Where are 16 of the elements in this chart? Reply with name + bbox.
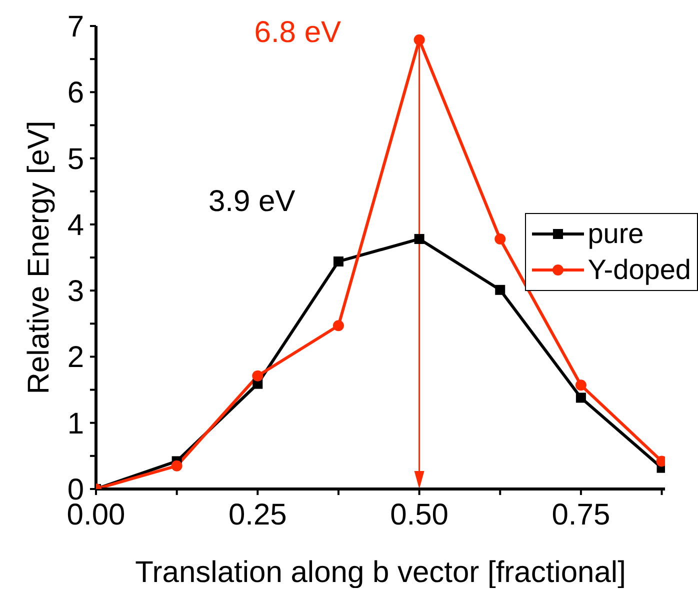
x-tick-label: 0.75	[552, 498, 610, 532]
legend-label: Y-doped	[588, 253, 691, 287]
annotation: 6.8 eV	[254, 16, 342, 50]
y-tick-label: 1	[67, 407, 84, 440]
y-tick-label: 6	[67, 76, 84, 110]
legend-label: pure	[588, 217, 644, 251]
y-tick-label: 7	[67, 10, 84, 44]
y-tick-label: 2	[67, 341, 84, 374]
y-tick-label: 3	[67, 275, 84, 308]
x-tick-label: 0.25	[228, 498, 287, 532]
x-axis-title: Translation along b vector [fractional]	[135, 556, 626, 589]
y-tick-label: 4	[67, 208, 84, 242]
y-tick-label: 5	[67, 142, 84, 176]
y-axis-title: Relative Energy [eV]	[22, 120, 56, 394]
annotation: 3.9 eV	[208, 185, 296, 220]
x-tick-label: 0.50	[390, 498, 448, 532]
